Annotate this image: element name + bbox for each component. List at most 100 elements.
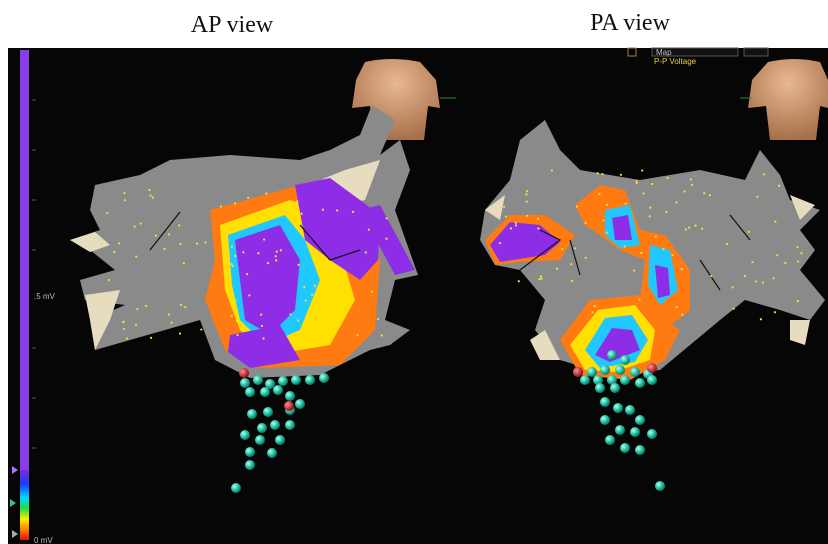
survey-point [122, 321, 125, 324]
ablation-point [595, 383, 605, 393]
survey-point [514, 221, 517, 224]
ablation-point [275, 435, 285, 445]
survey-point [774, 220, 777, 223]
survey-point [154, 234, 158, 237]
survey-point [616, 307, 619, 310]
survey-point [107, 278, 110, 282]
survey-point [732, 307, 735, 310]
survey-point [632, 269, 636, 272]
ablation-point [587, 367, 597, 377]
survey-point [123, 199, 126, 202]
survey-point [136, 307, 139, 311]
survey-point [313, 284, 317, 287]
survey-point [376, 317, 380, 321]
survey-point [385, 217, 388, 220]
survey-point [593, 305, 596, 308]
ablation-point [260, 387, 270, 397]
ablation-point [247, 409, 257, 419]
survey-point [150, 336, 153, 339]
survey-point [772, 277, 775, 280]
survey-point [654, 235, 657, 238]
survey-point [321, 208, 325, 211]
survey-point [234, 202, 237, 205]
survey-point [759, 318, 762, 321]
survey-point [756, 195, 759, 198]
survey-point [182, 262, 185, 265]
survey-point [675, 305, 678, 309]
ablation-point [305, 375, 315, 385]
survey-point [681, 313, 684, 316]
survey-point [204, 241, 207, 244]
survey-point [303, 285, 306, 289]
ablation-point [615, 365, 625, 375]
map-name: Map [656, 48, 672, 57]
ablation-point [615, 425, 625, 435]
ablation-point [635, 378, 645, 388]
survey-point [635, 181, 638, 185]
ablation-point [630, 367, 640, 377]
survey-point [560, 248, 564, 251]
survey-point [689, 178, 692, 181]
ablation-point [245, 387, 255, 397]
survey-point [725, 242, 729, 245]
survey-point [275, 250, 278, 253]
survey-point [601, 173, 604, 176]
survey-point [596, 172, 599, 175]
survey-point [167, 313, 171, 316]
scale-mid-label: .5 mV [34, 292, 56, 301]
survey-point [246, 273, 249, 276]
ablation-point [285, 391, 295, 401]
survey-point [571, 279, 574, 283]
survey-point [178, 224, 181, 227]
survey-point [224, 271, 227, 274]
survey-point [684, 228, 687, 231]
ablation-point [607, 350, 617, 360]
survey-point [101, 242, 104, 246]
survey-point [671, 253, 674, 257]
ablation-point [245, 447, 255, 457]
survey-point [300, 231, 303, 234]
survey-point [638, 298, 641, 301]
survey-point [326, 286, 329, 290]
ablation-point [635, 415, 645, 425]
map-type: P-P Voltage [654, 57, 697, 66]
survey-point [148, 189, 151, 192]
ablation-point [605, 435, 615, 445]
survey-point [574, 247, 577, 250]
survey-point [605, 203, 609, 206]
survey-point [267, 261, 270, 265]
survey-point [517, 280, 520, 283]
survey-point [539, 275, 542, 278]
ablation-point [647, 429, 657, 439]
survey-point [642, 192, 645, 195]
ablation-point [620, 355, 630, 365]
survey-point [135, 255, 138, 258]
left-title: AP view [191, 12, 274, 38]
ablation-point [278, 376, 288, 386]
survey-point [536, 217, 539, 220]
survey-point [248, 294, 251, 297]
survey-point [257, 252, 260, 255]
survey-point [184, 306, 187, 309]
survey-point [690, 183, 694, 187]
survey-point [688, 226, 691, 229]
ablation-point [267, 448, 277, 458]
survey-point [219, 205, 223, 208]
survey-point [731, 286, 734, 289]
survey-point [777, 184, 781, 187]
ablation-point [580, 375, 590, 385]
survey-point [537, 227, 540, 230]
scale-bottom-label: 0 mV [34, 536, 53, 544]
survey-point [666, 176, 669, 179]
survey-point [800, 252, 803, 255]
survey-point [651, 182, 654, 186]
ablation-point [647, 375, 657, 385]
survey-point [139, 222, 142, 225]
survey-point [598, 192, 601, 195]
ablation-point [319, 373, 329, 383]
survey-point [118, 242, 121, 245]
survey-point [703, 192, 706, 195]
survey-point [624, 202, 627, 205]
survey-point [133, 225, 136, 228]
survey-point [498, 241, 502, 245]
